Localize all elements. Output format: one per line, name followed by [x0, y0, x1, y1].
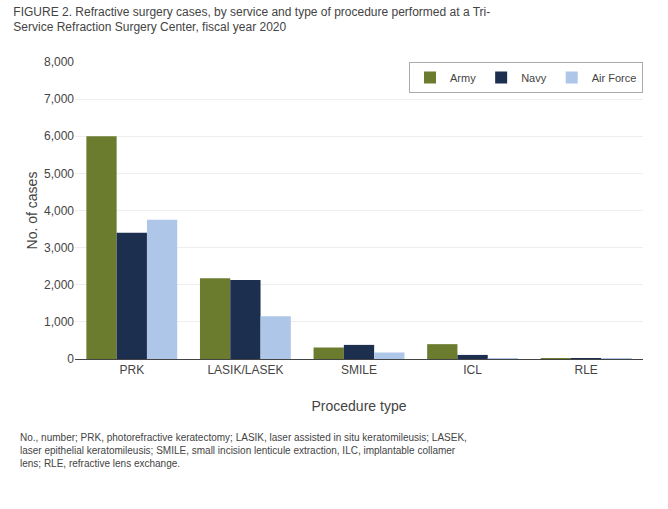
svg-text:Navy: Navy: [521, 72, 547, 84]
svg-text:Army: Army: [450, 72, 476, 84]
svg-text:0: 0: [67, 352, 74, 366]
svg-text:No. of cases: No. of cases: [24, 172, 40, 250]
svg-text:No., number; PRK, photorefract: No., number; PRK, photorefractive kerate…: [20, 432, 467, 469]
svg-text:4,000: 4,000: [44, 204, 74, 218]
svg-text:FIGURE 2. Refractive surgery c: FIGURE 2. Refractive surgery cases, by s…: [13, 5, 490, 35]
svg-text:Air Force: Air Force: [592, 72, 637, 84]
svg-text:5,000: 5,000: [44, 167, 74, 181]
svg-text:3,000: 3,000: [44, 241, 74, 255]
svg-text:7,000: 7,000: [44, 92, 74, 106]
svg-text:ICL: ICL: [463, 363, 482, 377]
svg-text:LASIK/LASEK: LASIK/LASEK: [207, 363, 283, 377]
svg-text:2,000: 2,000: [44, 278, 74, 292]
svg-text:RLE: RLE: [575, 363, 598, 377]
svg-text:PRK: PRK: [119, 363, 144, 377]
svg-text:6,000: 6,000: [44, 129, 74, 143]
svg-text:1,000: 1,000: [44, 315, 74, 329]
svg-text:8,000: 8,000: [44, 55, 74, 69]
svg-text:Procedure type: Procedure type: [312, 398, 407, 414]
svg-text:SMILE: SMILE: [341, 363, 377, 377]
